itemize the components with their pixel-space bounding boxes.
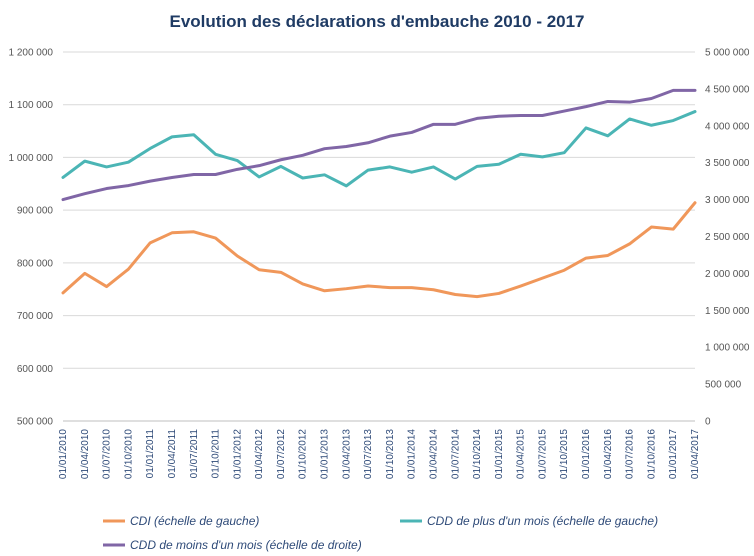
series-line-3 [61,88,697,202]
x-tick-label: 01/07/2013 [363,429,374,479]
left-tick-label: 500 000 [17,417,54,428]
left-tick-label: 600 000 [17,364,54,375]
x-tick-label: 01/10/2010 [123,429,134,479]
legend-item-3: CDD de moins d'un mois (échelle de droit… [103,538,362,552]
x-tick-label: 01/01/2017 [668,429,679,479]
gridlines [63,51,695,422]
x-tick-label: 01/01/2014 [407,429,418,479]
left-tick-label: 1 100 000 [9,100,54,111]
x-tick-label: 01/10/2015 [559,429,570,479]
x-tick-label: 01/07/2012 [276,429,287,479]
legend-item-2: CDD de plus d'un mois (échelle de gauche… [400,514,658,528]
series-lines [61,88,697,299]
x-tick-label: 01/04/2013 [341,429,352,479]
legend-label: CDD de moins d'un mois (échelle de droit… [130,538,362,552]
right-tick-label: 1 000 000 [705,343,750,354]
series-line-1 [61,201,697,299]
left-tick-label: 700 000 [17,311,54,322]
right-tick-label: 5 000 000 [705,48,750,59]
x-tick-label: 01/07/2011 [189,429,200,479]
legend-item-1: CDI (échelle de gauche) [103,514,259,528]
legend-label: CDD de plus d'un mois (échelle de gauche… [427,514,658,528]
right-tick-label: 4 000 000 [705,121,750,132]
series-line-2 [61,110,697,188]
legend-label: CDI (échelle de gauche) [130,514,259,528]
x-tick-label: 01/07/2015 [537,429,548,479]
left-y-axis: 500 000 600 000 700 000 800 000 900 000 1 000… [9,48,54,428]
x-tick-label: 01/07/2010 [102,429,113,479]
x-tick-label: 01/01/2010 [58,429,69,479]
x-tick-label: 01/07/2016 [625,429,636,479]
x-tick-label: 01/04/2017 [690,429,701,479]
right-tick-label: 1 500 000 [705,306,750,317]
x-tick-label: 01/01/2012 [232,429,243,479]
x-tick-label: 01/04/2011 [167,429,178,479]
x-tick-label: 01/01/2013 [320,429,331,479]
right-tick-label: 0 [705,417,711,428]
left-tick-label: 1 200 000 [9,48,54,59]
x-tick-label: 01/04/2010 [80,429,91,479]
x-tick-label: 01/07/2014 [450,429,461,479]
x-tick-label: 01/10/2012 [298,429,309,479]
right-y-axis: 0 500 000 1 000 000 1 500 000 2 000 000 2 500… [705,48,750,428]
x-tick-label: 01/04/2014 [428,429,439,479]
x-tick-label: 01/10/2011 [211,429,222,479]
x-tick-label: 01/04/2016 [603,429,614,479]
x-tick-label: 01/10/2014 [472,429,483,479]
x-tick-label: 01/04/2012 [254,429,265,479]
right-tick-label: 2 000 000 [705,269,750,280]
left-tick-label: 800 000 [17,258,54,269]
right-tick-label: 3 500 000 [705,158,750,169]
legend: CDI (échelle de gauche) CDD de plus d'un … [103,514,658,552]
left-tick-label: 900 000 [17,206,54,217]
x-tick-label: 01/10/2013 [385,429,396,479]
chart-title: Evolution des déclarations d'embauche 20… [169,12,584,31]
x-tick-label: 01/10/2016 [646,429,657,479]
right-tick-label: 500 000 [705,380,742,391]
x-tick-label: 01/04/2015 [516,429,527,479]
x-axis: 01/01/2010 01/04/2010 01/07/2010 01/10/2010… [58,420,701,479]
x-tick-label: 01/01/2015 [494,429,505,479]
x-tick-label: 01/01/2016 [581,429,592,479]
right-tick-label: 3 000 000 [705,195,750,206]
right-tick-label: 2 500 000 [705,232,750,243]
right-tick-label: 4 500 000 [705,84,750,95]
x-tick-label: 01/01/2011 [145,429,156,479]
left-tick-label: 1 000 000 [9,153,54,164]
